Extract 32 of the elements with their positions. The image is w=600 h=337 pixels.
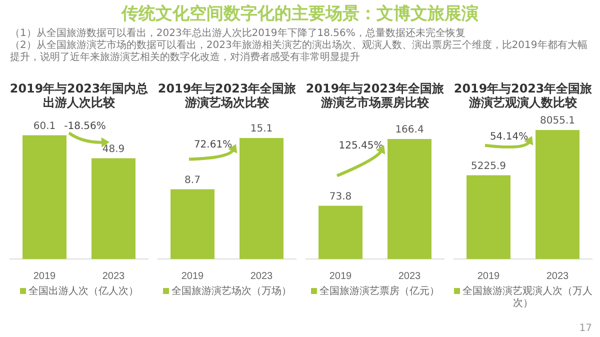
x-tick-label: 2019 [181,270,204,282]
data-label: 166.4 [395,124,424,136]
x-tick-label: 2019 [329,270,352,282]
chart-title: 2019年与2023年全国旅游演艺场次比较 [158,81,298,110]
text: （2）从全国旅游演艺市场的数据可以看出，2023年旅游相关演艺的演出场次、观演人数、演出票房三个维度，比2019年都有大幅提升，说明了近年来旅游演艺相关的数字化改造，对消费者感受有非常明显提升 [10,40,588,64]
chart-title: 2019年与2023年全国旅游演艺观演人数比较 [454,81,594,110]
legend-label: 全国旅游演艺票房（亿元） [318,286,440,298]
x-tick-label: 2019 [477,270,500,282]
x-tick-label: 2023 [398,270,422,282]
data-label: 48.9 [102,144,125,155]
text: -18.56% [64,120,106,132]
annotation: 125.45% [338,140,384,152]
data-label: 8055.1 [540,116,575,127]
text: （1）从全国旅游数据可以看出，2023年总出游人次比2019年下降了18.56%，总量数据还未完全恢复 [10,28,466,40]
data-label: 8.7 [184,174,200,186]
text: 传统文化空间数字化的主要场景：文博文旅展演 [120,3,480,25]
chart-title: 2019年与2023年国内总出游人次比较 [10,81,150,110]
chart-title: 2019年与2023年全国旅游演艺市场票房比较 [306,81,446,110]
legend-label: 全国出游人次（亿人次） [28,286,140,298]
annotation: 72.61% [194,140,232,151]
annotation: 54.14% [490,132,528,143]
x-tick-label: 2023 [250,270,274,282]
data-label: 60.1 [33,120,56,132]
x-tick-label: 2023 [102,270,126,282]
x-tick-label: 2019 [33,270,56,282]
data-label: 5225.9 [471,160,506,172]
legend-label: 全国旅游演艺场次（万场） [170,286,292,298]
data-label: 73.8 [329,191,352,202]
data-label: 15.1 [250,124,273,135]
text: 17 [579,323,592,334]
x-tick-label: 2023 [546,270,570,282]
legend-label: 全国旅游演艺观演人次（万人次） [462,286,594,310]
